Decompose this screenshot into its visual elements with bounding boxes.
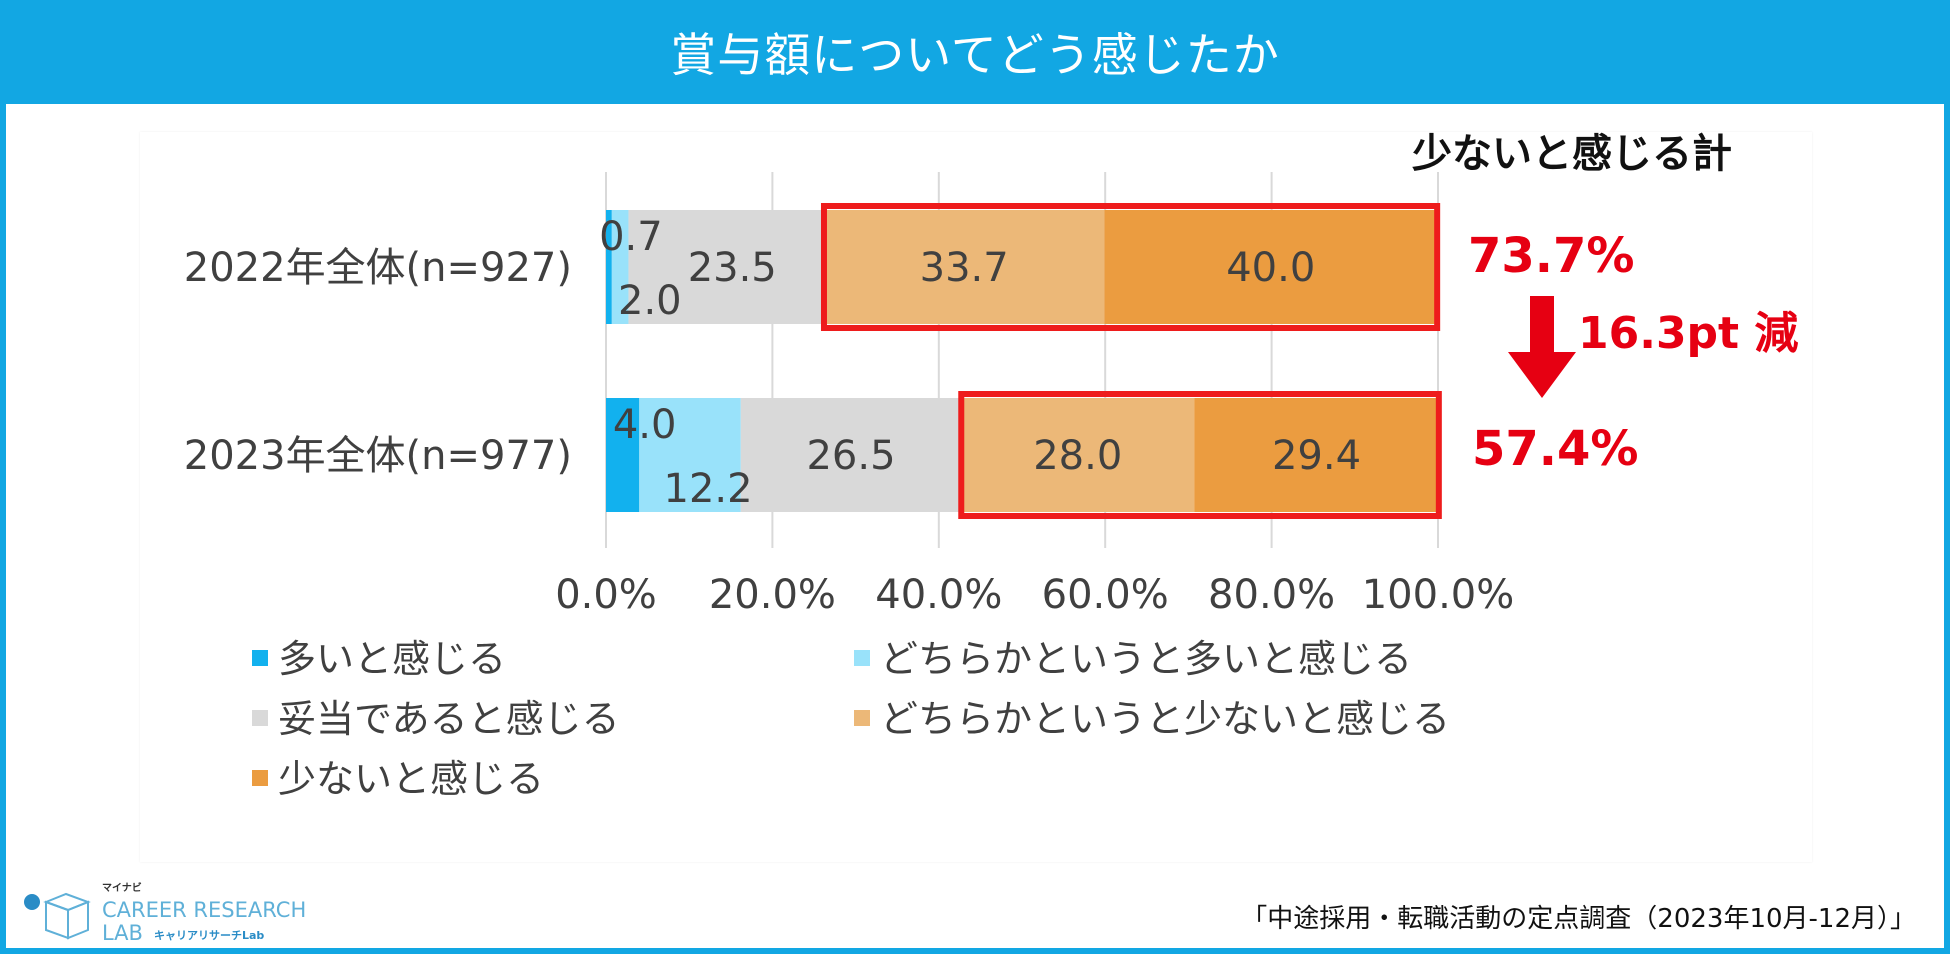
value-label: 4.0 <box>613 402 677 448</box>
logo: マイナビ CAREER RESEARCH LAB キャリアリサーチLab <box>18 881 348 945</box>
value-label: 23.5 <box>688 245 777 291</box>
value-label: 33.7 <box>920 245 1009 291</box>
bar-segment <box>606 210 612 324</box>
bar-segment <box>639 398 741 512</box>
logo-brand: マイナビ <box>102 882 142 894</box>
category-label: 2022年全体(n=927) <box>184 245 572 291</box>
legend-label: どちらかというと少ないと感じる <box>880 697 1450 741</box>
x-tick-label: 40.0% <box>875 572 1002 618</box>
legend-swatch <box>854 710 870 726</box>
logo-sub: キャリアリサーチLab <box>154 929 264 942</box>
cube-logo-icon: マイナビ CAREER RESEARCH LAB キャリアリサーチLab <box>24 881 306 945</box>
x-tick-label: 80.0% <box>1208 572 1335 618</box>
bar-segment <box>740 398 962 512</box>
total-title: 少ないと感じる計 <box>1412 131 1732 177</box>
bar-segment <box>611 210 629 324</box>
legend-label: どちらかというと多いと感じる <box>880 637 1412 681</box>
value-label: 2.0 <box>618 278 682 324</box>
down-arrow-icon <box>1508 296 1576 398</box>
category-label: 2023年全体(n=977) <box>184 433 572 479</box>
source-citation: 「中途採用・転職活動の定点調査（2023年10月-12月）」 <box>1241 904 1916 934</box>
bar-segment <box>606 398 640 512</box>
total-value-2023: 57.4% <box>1472 421 1639 477</box>
slide-header: 賞与額についてどう感じたか <box>0 0 1950 104</box>
legend-label: 少ないと感じる <box>278 757 544 801</box>
x-tick-label: 60.0% <box>1042 572 1169 618</box>
x-tick-label: 20.0% <box>709 572 836 618</box>
highlight-frame <box>820 203 1441 331</box>
legend-label: 多いと感じる <box>278 637 506 681</box>
value-label: 29.4 <box>1272 433 1361 479</box>
value-label: 26.5 <box>806 433 895 479</box>
x-tick-label: 100.0% <box>1362 572 1515 618</box>
bar-segment <box>823 210 1105 324</box>
legend-swatch <box>252 650 268 666</box>
bar-segment <box>628 210 824 324</box>
bar-segment <box>961 398 1195 512</box>
value-label: 0.7 <box>599 214 663 260</box>
bar-segment <box>1194 398 1439 512</box>
bar-segment <box>1104 210 1438 324</box>
legend-swatch <box>854 650 870 666</box>
total-value-2022: 73.7% <box>1468 228 1635 284</box>
value-label: 28.0 <box>1033 433 1122 479</box>
slide-title: 賞与額についてどう感じたか <box>670 28 1280 82</box>
legend-swatch <box>252 710 268 726</box>
logo-line2: LAB <box>102 921 143 944</box>
value-label: 40.0 <box>1226 245 1315 291</box>
legend-swatch <box>252 770 268 786</box>
x-tick-label: 0.0% <box>555 572 657 618</box>
value-label: 12.2 <box>664 466 753 512</box>
difference-annotation: 16.3pt 減 <box>1578 308 1798 359</box>
legend-label: 妥当であると感じる <box>278 697 620 741</box>
logo-line1: CAREER RESEARCH <box>102 898 306 922</box>
highlight-frame <box>958 391 1442 519</box>
